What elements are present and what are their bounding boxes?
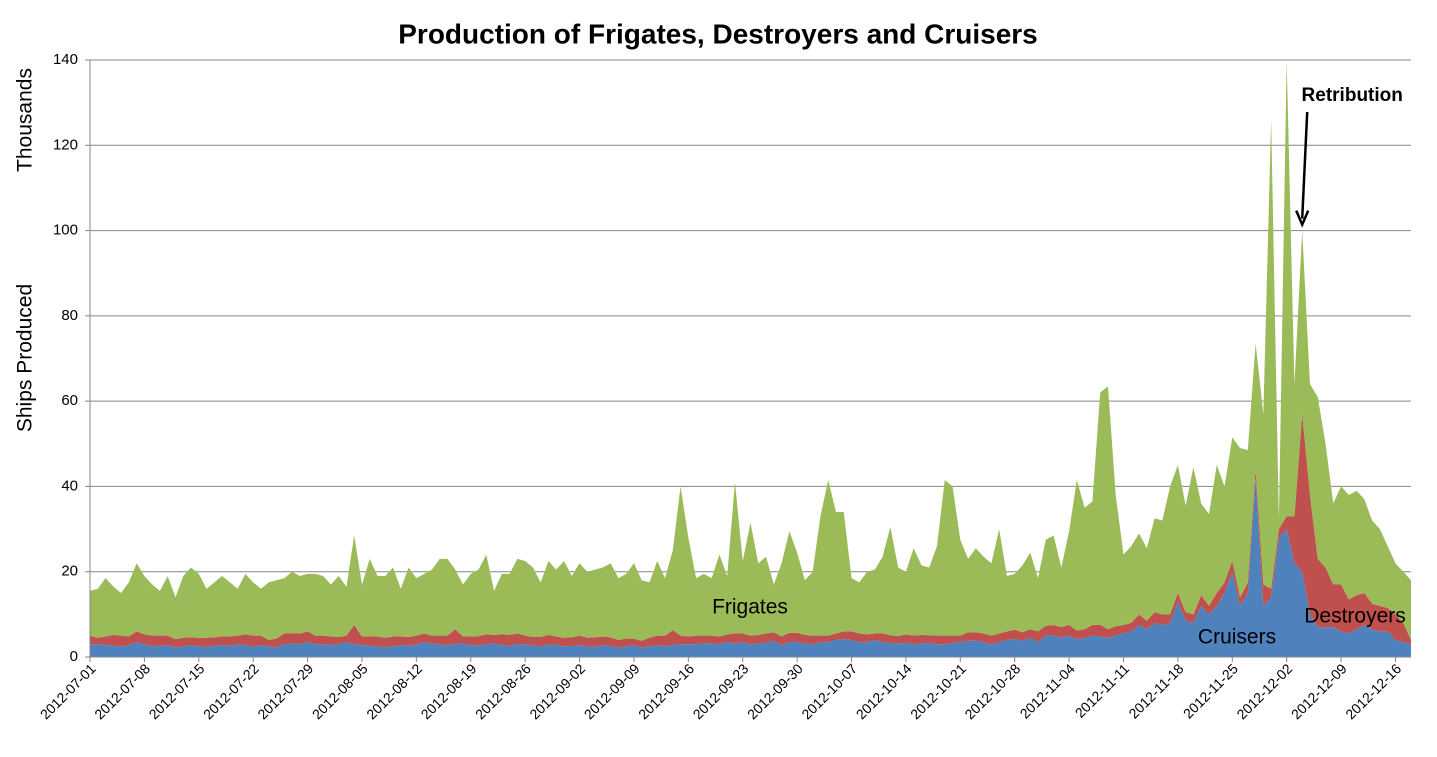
annotation: Retribution (1302, 85, 1403, 106)
y-unit-label: Thousands (14, 68, 37, 172)
y-axis-label: Ships Produced (14, 284, 37, 432)
area (90, 60, 1411, 641)
areas (90, 60, 1411, 657)
series-label: Destroyers (1304, 605, 1406, 628)
axes (85, 59, 1411, 662)
y-tick-label: 100 (53, 222, 78, 239)
y-tick-label: 20 (61, 563, 78, 580)
grid (90, 59, 1411, 573)
annotation-arrow (1300, 111, 1309, 219)
area (90, 477, 1411, 657)
y-tick-label: 60 (61, 392, 78, 409)
y-tick-label: 40 (61, 477, 78, 494)
chart-title: Production of Frigates, Destroyers and C… (398, 18, 1038, 49)
annotation-arrowhead (1295, 210, 1310, 228)
y-tick-label: 80 (61, 307, 78, 324)
y-tick-label: 120 (53, 136, 78, 153)
series-label: Cruisers (1198, 626, 1276, 649)
y-tick-label: 0 (70, 648, 78, 665)
y-tick-label: 140 (53, 51, 78, 68)
series-label: Frigates (712, 596, 788, 619)
